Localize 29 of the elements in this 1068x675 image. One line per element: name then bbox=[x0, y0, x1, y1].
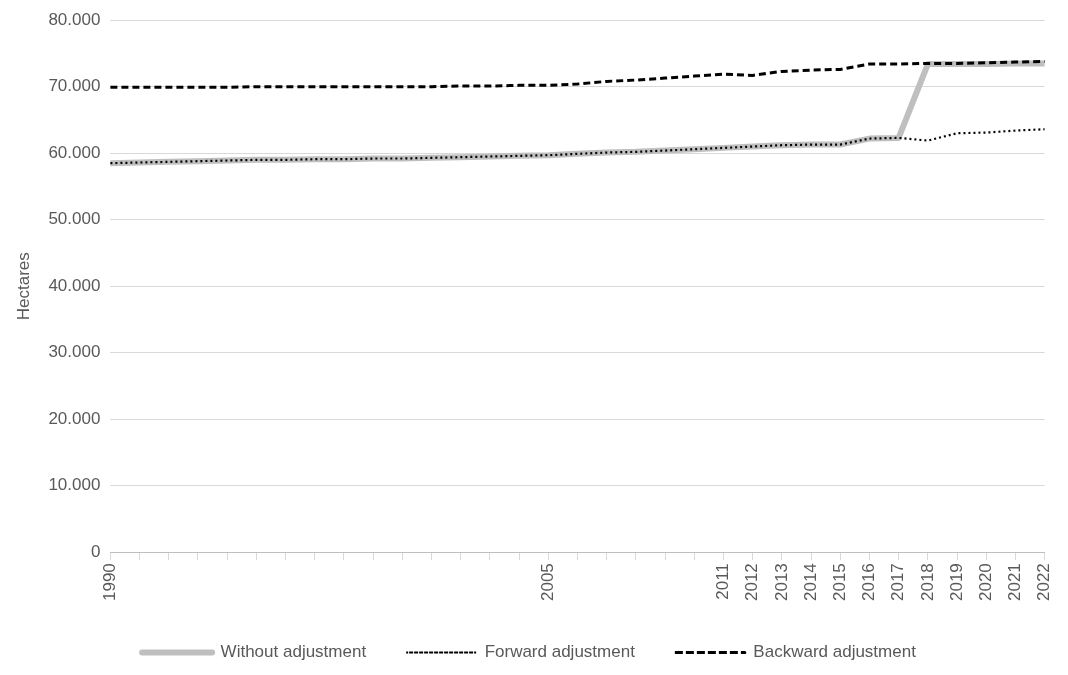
x-tick-label: 2018 bbox=[917, 563, 937, 602]
y-tick-label: 10.000 bbox=[48, 475, 101, 495]
line-series bbox=[108, 59, 1047, 89]
legend-label: Backward adjustment bbox=[753, 642, 917, 662]
x-tick-label: 2021 bbox=[1005, 563, 1025, 602]
x-tick-label: 1990 bbox=[100, 563, 120, 602]
legend-label: Without adjustment bbox=[220, 642, 367, 662]
x-tick-label: 2005 bbox=[537, 563, 557, 602]
x-tick-label: 2017 bbox=[888, 563, 908, 602]
y-axis-title: Hectares bbox=[13, 252, 33, 321]
x-tick-label: 2016 bbox=[859, 563, 879, 602]
x-tick-label: 2013 bbox=[771, 563, 791, 602]
x-tick-label: 2012 bbox=[742, 563, 762, 602]
y-tick-label: 60.000 bbox=[48, 142, 101, 162]
y-tick-label: 50.000 bbox=[48, 209, 101, 229]
y-tick-label: 0 bbox=[90, 541, 101, 561]
y-tick-label: 20.000 bbox=[48, 408, 101, 428]
x-tick-label: 2014 bbox=[800, 563, 820, 602]
y-tick-label: 30.000 bbox=[48, 342, 101, 362]
legend-label: Forward adjustment bbox=[484, 642, 636, 662]
x-tick-label: 2020 bbox=[975, 563, 995, 602]
y-tick-label: 70.000 bbox=[48, 76, 101, 96]
y-tick-label: 40.000 bbox=[48, 275, 101, 295]
x-tick-label: 2022 bbox=[1034, 563, 1054, 602]
y-tick-label: 80.000 bbox=[48, 9, 101, 29]
line-series bbox=[109, 128, 1046, 165]
x-tick-label: 2011 bbox=[713, 563, 733, 600]
x-tick-label: 2015 bbox=[829, 563, 849, 602]
x-tick-label: 2019 bbox=[946, 563, 966, 602]
